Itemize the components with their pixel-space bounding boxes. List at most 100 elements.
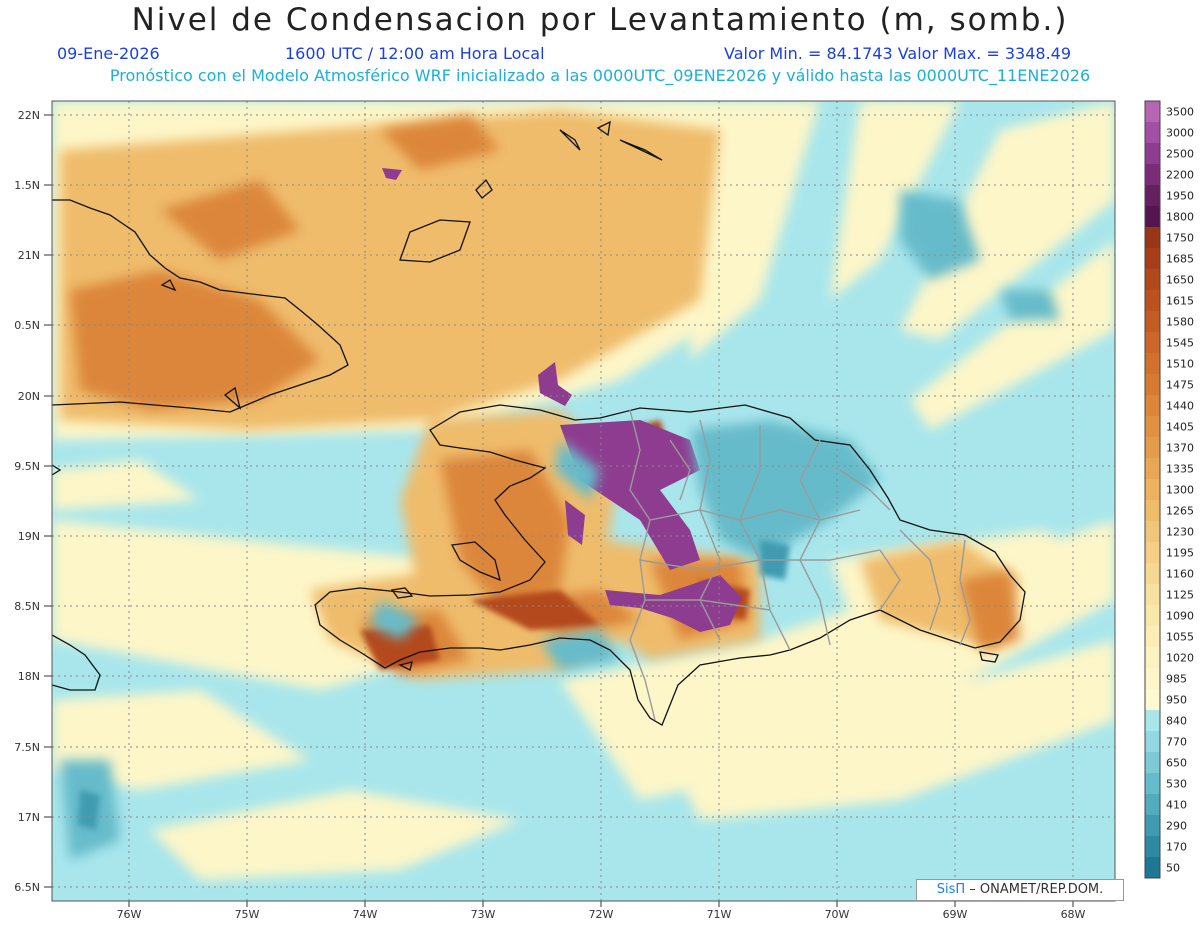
legend-label: 1545 — [1166, 337, 1194, 350]
legend-swatch — [1145, 353, 1160, 374]
legend-swatch — [1145, 122, 1160, 143]
legend-label: 1125 — [1166, 589, 1194, 602]
legend-swatch — [1145, 794, 1160, 815]
legend-label: 1265 — [1166, 505, 1194, 518]
legend-swatch — [1145, 164, 1160, 185]
lat-ticks — [44, 114, 52, 888]
legend-swatch — [1145, 773, 1160, 794]
legend-swatch — [1145, 731, 1160, 752]
lat-label: 20N — [18, 390, 40, 403]
legend-swatch — [1145, 584, 1160, 605]
legend-swatch — [1145, 416, 1160, 437]
lat-label: 7.5N — [14, 741, 40, 754]
lat-label: 8.5N — [14, 600, 40, 613]
legend-swatch — [1145, 668, 1160, 689]
lon-label: 71W — [707, 908, 732, 921]
lon-label: 68W — [1061, 908, 1086, 921]
legend-swatch — [1145, 479, 1160, 500]
lat-lon-grid — [52, 101, 1115, 901]
lat-label: 6.5N — [14, 881, 40, 894]
legend-swatch — [1145, 143, 1160, 164]
legend-label: 1020 — [1166, 652, 1194, 665]
legend-swatch — [1145, 626, 1160, 647]
legend-label: 50 — [1166, 862, 1180, 875]
legend-label: 840 — [1166, 715, 1187, 728]
legend-swatch — [1145, 206, 1160, 227]
legend-label: 985 — [1166, 673, 1187, 686]
legend-label: 1615 — [1166, 295, 1194, 308]
legend-label: 1950 — [1166, 190, 1194, 203]
legend-label: 3000 — [1166, 127, 1194, 140]
legend-label: 1800 — [1166, 211, 1194, 224]
legend-swatch — [1145, 710, 1160, 731]
lon-labels: 76W 75W 74W 73W 72W 71W 70W 69W 68W — [117, 908, 1086, 921]
legend-swatch — [1145, 269, 1160, 290]
lat-label: 22N — [18, 109, 40, 122]
legend-swatch — [1145, 521, 1160, 542]
lat-label: 0.5N — [14, 319, 40, 332]
legend-label: 1510 — [1166, 358, 1194, 371]
color-legend: 3500 3000 2500 2200 1950 1800 1750 1685 1650 1615… — [1144, 100, 1194, 879]
legend-swatch — [1145, 101, 1160, 122]
legend-label: 290 — [1166, 820, 1187, 833]
legend-swatch — [1145, 332, 1160, 353]
legend-swatch — [1145, 290, 1160, 311]
lat-labels: 22N 1.5N 21N 0.5N 20N 9.5N 19N 8.5N 18N … — [14, 109, 40, 894]
legend-swatch — [1145, 374, 1160, 395]
legend-label: 1475 — [1166, 379, 1194, 392]
legend-swatch — [1145, 542, 1160, 563]
legend-label: 1750 — [1166, 232, 1194, 245]
legend-swatch — [1145, 563, 1160, 584]
legend-label: 410 — [1166, 799, 1187, 812]
legend-swatch — [1145, 395, 1160, 416]
lon-label: 75W — [235, 908, 260, 921]
legend-label: 1405 — [1166, 421, 1194, 434]
province-borders — [629, 409, 971, 721]
legend-swatch — [1145, 605, 1160, 626]
legend-label: 1160 — [1166, 568, 1194, 581]
credit-brand: SisΠ — [936, 882, 966, 897]
legend-swatch — [1145, 689, 1160, 710]
forecast-date: 09-Ene-2026 — [57, 44, 160, 63]
legend-swatch — [1145, 227, 1160, 248]
forecast-time: 1600 UTC / 12:00 am Hora Local — [285, 44, 545, 63]
legend-label: 1230 — [1166, 526, 1194, 539]
lon-label: 74W — [353, 908, 378, 921]
lon-label: 73W — [471, 908, 496, 921]
legend-swatch — [1145, 647, 1160, 668]
legend-swatch — [1145, 458, 1160, 479]
legend-swatch — [1145, 437, 1160, 458]
lat-label: 21N — [18, 249, 40, 262]
legend-label: 650 — [1166, 757, 1187, 770]
lon-label: 76W — [117, 908, 142, 921]
legend-label: 2200 — [1166, 169, 1194, 182]
legend-label: 170 — [1166, 841, 1187, 854]
lon-label: 70W — [825, 908, 850, 921]
legend-frame — [1144, 100, 1161, 879]
value-range: Valor Min. = 84.1743 Valor Max. = 3348.4… — [724, 44, 1072, 63]
coastlines — [52, 120, 1026, 726]
legend-label: 1440 — [1166, 400, 1194, 413]
legend-label: 1685 — [1166, 253, 1194, 266]
lcl-field — [52, 101, 1115, 901]
legend-label: 3500 — [1166, 106, 1194, 119]
lat-label: 17N — [18, 811, 40, 824]
lon-label: 69W — [943, 908, 968, 921]
map-title: Nivel de Condensacion por Levantamiento … — [131, 2, 1069, 38]
legend-swatch — [1145, 836, 1160, 857]
legend-label: 2500 — [1166, 148, 1194, 161]
map-frame — [51, 100, 1116, 902]
lat-label: 9.5N — [14, 460, 40, 473]
legend-swatch — [1145, 248, 1160, 269]
legend-label: 1580 — [1166, 316, 1194, 329]
legend-swatch — [1145, 500, 1160, 521]
credit-text: – ONAMET/REP.DOM. — [969, 882, 1104, 897]
legend-label: 1650 — [1166, 274, 1194, 287]
lat-label: 19N — [18, 530, 40, 543]
lon-ticks — [128, 901, 1074, 907]
legend-swatch — [1145, 857, 1160, 878]
legend-swatch — [1145, 752, 1160, 773]
legend-swatch — [1145, 815, 1160, 836]
legend-label: 950 — [1166, 694, 1187, 707]
legend-label: 1370 — [1166, 442, 1194, 455]
